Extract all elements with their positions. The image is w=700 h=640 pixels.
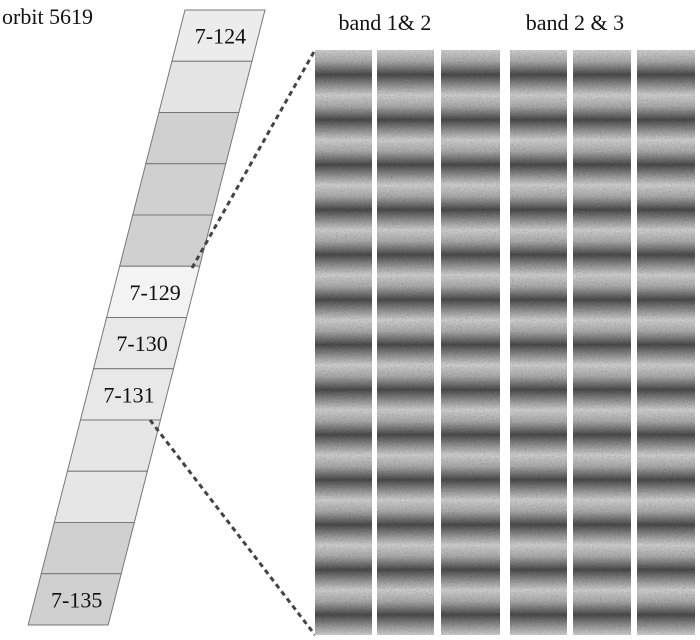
zoom-line <box>148 419 317 636</box>
zoom-line <box>190 49 317 269</box>
panel-noise <box>637 50 695 635</box>
panel-noise <box>377 50 434 635</box>
tile-label: 7-130 <box>116 331 167 356</box>
title: orbit 5619 <box>2 4 93 29</box>
image-panels <box>315 50 695 635</box>
tile <box>145 112 240 165</box>
tile-label: 7-131 <box>103 382 154 407</box>
tile-label: 7-124 <box>195 24 246 49</box>
tile <box>40 522 135 575</box>
panel-noise <box>573 50 631 635</box>
panel-header: band 2 & 3 <box>526 10 624 35</box>
tile <box>158 60 253 113</box>
tile <box>66 419 162 472</box>
panel-noise <box>441 50 500 635</box>
tile-label: 7-135 <box>51 587 102 612</box>
panel-noise <box>510 50 567 635</box>
tile <box>27 573 122 626</box>
panel-noise <box>315 50 372 635</box>
tile-label: 7-129 <box>129 280 180 305</box>
tile-strip: 7-124 7-129 7-130 7-131 7-135 <box>27 9 266 626</box>
tile <box>53 470 149 523</box>
panel-header: band 1& 2 <box>339 10 432 35</box>
tile <box>132 163 227 216</box>
